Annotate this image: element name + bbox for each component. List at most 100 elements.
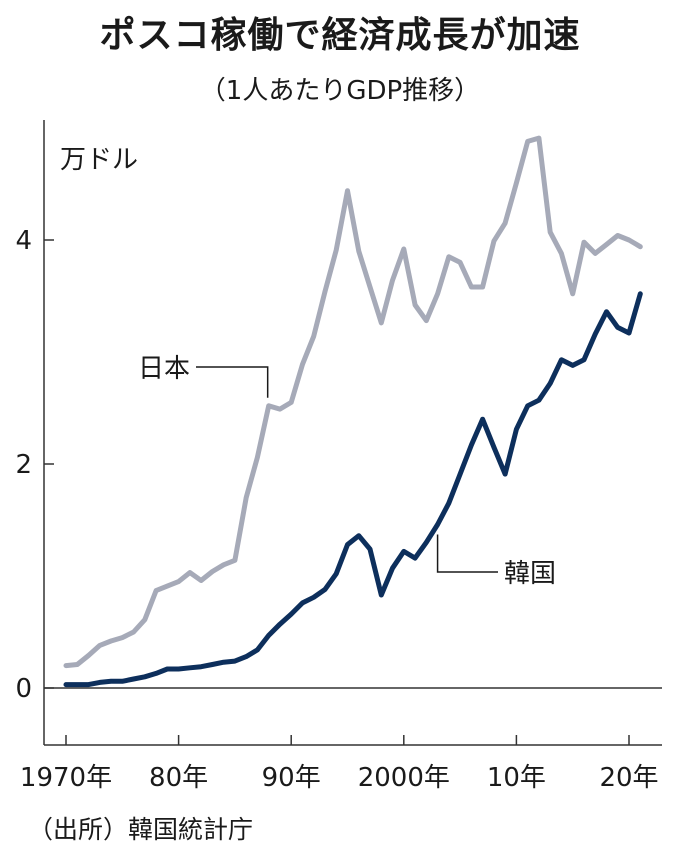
data-point-japan (559, 251, 564, 256)
data-point-korea (311, 595, 316, 600)
chart-axes (43, 120, 662, 746)
data-point-japan (547, 229, 553, 235)
data-point-korea (243, 654, 249, 659)
data-point-japan (322, 289, 328, 294)
data-point-japan (334, 247, 339, 253)
data-point-korea (356, 533, 361, 538)
data-point-korea (97, 680, 102, 685)
x-tick-label: 10年 (487, 763, 546, 793)
data-point-japan (480, 284, 485, 290)
data-point-japan (165, 583, 170, 589)
data-point-japan (75, 662, 80, 667)
annotation-leader-japan (196, 366, 269, 398)
data-point-korea (615, 325, 620, 330)
data-point-korea (536, 397, 542, 403)
data-point-korea (457, 471, 463, 477)
data-point-korea (604, 309, 609, 314)
data-point-korea (165, 666, 170, 672)
data-point-korea (187, 665, 193, 671)
data-point-japan (176, 579, 181, 584)
y-tick-label: 4 (15, 226, 32, 256)
data-point-japan (289, 400, 294, 405)
series-line-korea (63, 291, 643, 688)
data-point-japan (367, 284, 373, 290)
x-tick-label: 1970年 (20, 763, 112, 793)
y-tick-label: 2 (15, 450, 32, 480)
data-point-japan (581, 240, 587, 245)
data-point-korea (289, 611, 294, 617)
data-point-japan (491, 238, 497, 244)
data-point-japan (120, 635, 125, 640)
data-point-korea (502, 471, 508, 477)
data-point-korea (514, 427, 519, 432)
data-point-japan (457, 260, 463, 265)
data-point-korea (390, 565, 395, 571)
data-point-korea (525, 403, 530, 408)
data-point-korea (322, 587, 328, 592)
data-point-korea (255, 647, 260, 653)
data-point-korea (86, 682, 91, 687)
data-point-korea (300, 600, 305, 606)
data-point-japan (153, 588, 159, 593)
data-point-korea (131, 676, 136, 682)
chart-tick-labels: 0 2 4 万ドル 1970年 80年 90年 2000年 10年 20年 (15, 145, 658, 793)
series-label-korea: 韓国 (504, 559, 556, 589)
data-point-korea (480, 417, 485, 422)
data-point-japan (435, 291, 440, 296)
data-point-japan (626, 237, 632, 243)
data-point-japan (514, 180, 519, 186)
data-point-japan (131, 629, 136, 635)
data-point-japan (379, 320, 384, 326)
data-point-japan (142, 617, 148, 622)
data-point-japan (638, 244, 643, 249)
data-point-korea (63, 682, 69, 687)
x-tick-label: 90年 (262, 763, 321, 793)
data-point-korea (570, 363, 575, 368)
data-point-japan (593, 251, 598, 256)
data-point-japan (86, 653, 91, 658)
data-point-japan (232, 558, 238, 563)
data-point-korea (547, 381, 553, 386)
data-point-japan (345, 188, 350, 193)
data-point-japan (221, 562, 226, 567)
series-line-japan (63, 135, 643, 669)
data-point-japan (412, 302, 418, 308)
data-point-korea (593, 331, 598, 337)
data-point-japan (97, 643, 102, 648)
chart-title: ポスコ稼働で経済成長が加速 (99, 15, 581, 56)
data-point-korea (491, 445, 497, 450)
data-point-korea (446, 501, 452, 506)
x-tick-label: 2000年 (358, 763, 450, 793)
x-tick-label: 80年 (149, 763, 208, 793)
data-point-korea (221, 660, 226, 665)
data-point-korea (108, 679, 114, 684)
data-point-japan (356, 249, 361, 254)
data-point-japan (502, 221, 508, 226)
data-point-japan (210, 569, 215, 574)
chart-series (63, 135, 643, 688)
data-point-korea (412, 555, 418, 561)
data-point-korea (559, 357, 564, 363)
data-point-japan (277, 406, 283, 412)
chart-subtitle: （1人あたりGDP推移） (199, 76, 481, 106)
data-point-korea (345, 542, 350, 547)
data-point-japan (525, 139, 530, 144)
data-point-korea (469, 442, 474, 448)
data-point-korea (142, 674, 148, 679)
data-point-japan (424, 318, 429, 323)
data-point-japan (255, 455, 260, 460)
data-point-japan (401, 246, 406, 252)
data-point-korea (176, 666, 181, 672)
data-point-korea (277, 621, 283, 627)
data-point-korea (198, 664, 204, 669)
data-point-japan (604, 242, 609, 247)
y-tick-label: 0 (15, 674, 32, 704)
data-point-korea (379, 592, 384, 598)
data-point-korea (424, 540, 429, 545)
data-point-japan (63, 663, 69, 668)
data-point-korea (75, 682, 80, 687)
data-point-korea (266, 633, 271, 638)
data-point-japan (187, 570, 193, 575)
data-point-japan (570, 291, 575, 296)
